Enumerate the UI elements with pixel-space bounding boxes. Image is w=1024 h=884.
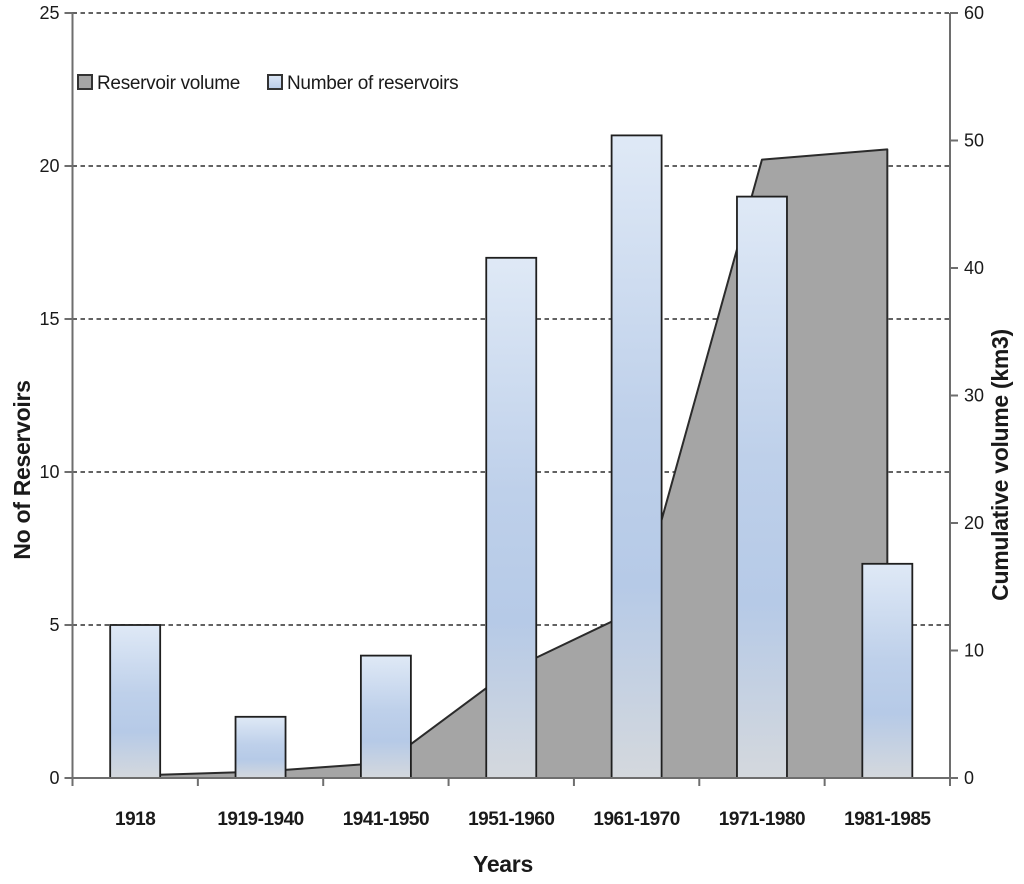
legend-label-reservoir-volume: Reservoir volume: [97, 73, 240, 94]
right-tick-label-20: 20: [964, 513, 984, 533]
right-tick-label-60: 60: [964, 3, 984, 23]
left-tick-label-10: 10: [39, 462, 59, 482]
x-axis-title: Years: [473, 851, 533, 877]
right-tick-label-40: 40: [964, 258, 984, 278]
x-category-label-1961-1970: 1961-1970: [593, 809, 679, 830]
bar-1918: [109, 624, 162, 779]
bar-1941-1950: [359, 654, 412, 779]
bar-1951-1960: [485, 256, 538, 779]
axes: [64, 12, 958, 786]
x-category-label-1919-1940: 1919-1940: [217, 809, 303, 830]
x-category-label-1918: 1918: [115, 809, 155, 830]
legend-swatch-number-of-reservoirs: [267, 74, 283, 90]
bar-1971-1980: [736, 195, 788, 779]
left-tick-label-5: 5: [49, 615, 59, 635]
right-tick-label-30: 30: [964, 386, 984, 406]
left-tick-label-0: 0: [49, 768, 59, 788]
right-axis-title: Cumulative volume (km3): [987, 329, 1013, 601]
left-axis-title: No of Reservoirs: [9, 380, 35, 559]
right-tick-label-50: 50: [964, 131, 984, 151]
left-tick-label-20: 20: [39, 156, 59, 176]
bar-series-number-of-reservoirs: [109, 134, 914, 779]
x-category-label-1941-1950: 1941-1950: [343, 809, 429, 830]
bar-1981-1985: [861, 562, 914, 779]
right-tick-label-0: 0: [964, 768, 974, 788]
left-tick-label-25: 25: [39, 3, 59, 23]
legend-label-number-of-reservoirs: Number of reservoirs: [287, 73, 458, 94]
tick-labels: 0 5 10 15 20 25 0 10 20 30 40 50 60 1918 1919-1940 1941…: [39, 3, 984, 830]
legend-swatch-reservoir-volume: [77, 74, 93, 90]
bar-1919-1940: [234, 715, 287, 779]
left-tick-label-15: 15: [39, 309, 59, 329]
right-tick-label-10: 10: [964, 641, 984, 661]
x-category-label-1951-1960: 1951-1960: [468, 809, 554, 830]
x-category-label-1971-1980: 1971-1980: [719, 809, 805, 830]
legend: Reservoir volume Number of reservoirs: [77, 73, 459, 94]
x-category-label-1981-1985: 1981-1985: [844, 809, 931, 830]
bar-1961-1970: [610, 134, 663, 779]
